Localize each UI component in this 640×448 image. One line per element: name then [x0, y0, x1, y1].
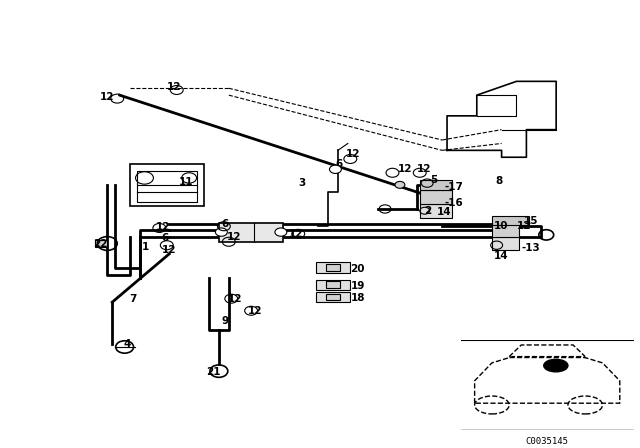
Text: 15: 15 [524, 216, 538, 226]
Text: 14: 14 [494, 250, 509, 261]
Bar [420, 190, 452, 204]
Text: 19: 19 [350, 280, 365, 291]
Text: 8: 8 [495, 177, 503, 186]
Bar [316, 292, 350, 302]
Text: C0035145: C0035145 [525, 437, 569, 446]
Text: 12: 12 [100, 92, 115, 102]
Bar [492, 223, 519, 237]
Text: 12: 12 [162, 245, 177, 255]
Bar [492, 216, 529, 224]
Text: 22: 22 [93, 239, 108, 249]
Text: 6: 6 [222, 219, 229, 229]
Text: 12: 12 [397, 164, 412, 174]
Text: 2: 2 [424, 206, 431, 216]
Text: 12: 12 [288, 229, 303, 239]
Text: 12: 12 [167, 82, 181, 91]
Text: -13: -13 [522, 243, 540, 253]
Bar [129, 164, 204, 206]
Text: 12: 12 [227, 232, 241, 242]
Text: 12: 12 [228, 294, 243, 304]
Text: 12: 12 [417, 164, 432, 174]
Text: 18: 18 [350, 293, 365, 303]
Text: 4: 4 [124, 339, 131, 349]
Bar [316, 280, 350, 290]
Text: 21: 21 [207, 367, 221, 377]
Circle shape [216, 228, 227, 236]
Circle shape [330, 165, 341, 173]
Bar [316, 263, 350, 273]
Text: 6: 6 [162, 233, 169, 243]
Circle shape [544, 359, 568, 372]
Bar [219, 223, 284, 242]
Text: 20: 20 [350, 264, 365, 274]
Text: 9: 9 [221, 316, 228, 326]
Bar [420, 180, 452, 190]
Text: 6: 6 [335, 159, 342, 169]
Text: 3: 3 [298, 178, 305, 188]
Text: -17: -17 [445, 181, 463, 192]
Text: 12: 12 [248, 306, 262, 316]
Bar [137, 171, 196, 202]
Text: 14: 14 [437, 207, 452, 217]
Bar [326, 281, 340, 289]
Text: 12: 12 [516, 221, 531, 231]
Circle shape [395, 181, 405, 188]
Text: -16: -16 [445, 198, 463, 208]
Circle shape [275, 228, 287, 236]
Text: 1: 1 [142, 242, 149, 252]
Bar [95, 240, 108, 247]
Bar [326, 293, 340, 301]
Text: 7: 7 [129, 294, 137, 304]
Text: 10: 10 [494, 221, 509, 231]
Text: 12: 12 [346, 149, 360, 159]
Text: 12: 12 [156, 222, 170, 232]
Bar [492, 237, 519, 250]
Bar [326, 264, 340, 271]
Text: 11: 11 [179, 177, 194, 187]
Text: 5: 5 [430, 175, 437, 185]
Bar [420, 204, 452, 218]
